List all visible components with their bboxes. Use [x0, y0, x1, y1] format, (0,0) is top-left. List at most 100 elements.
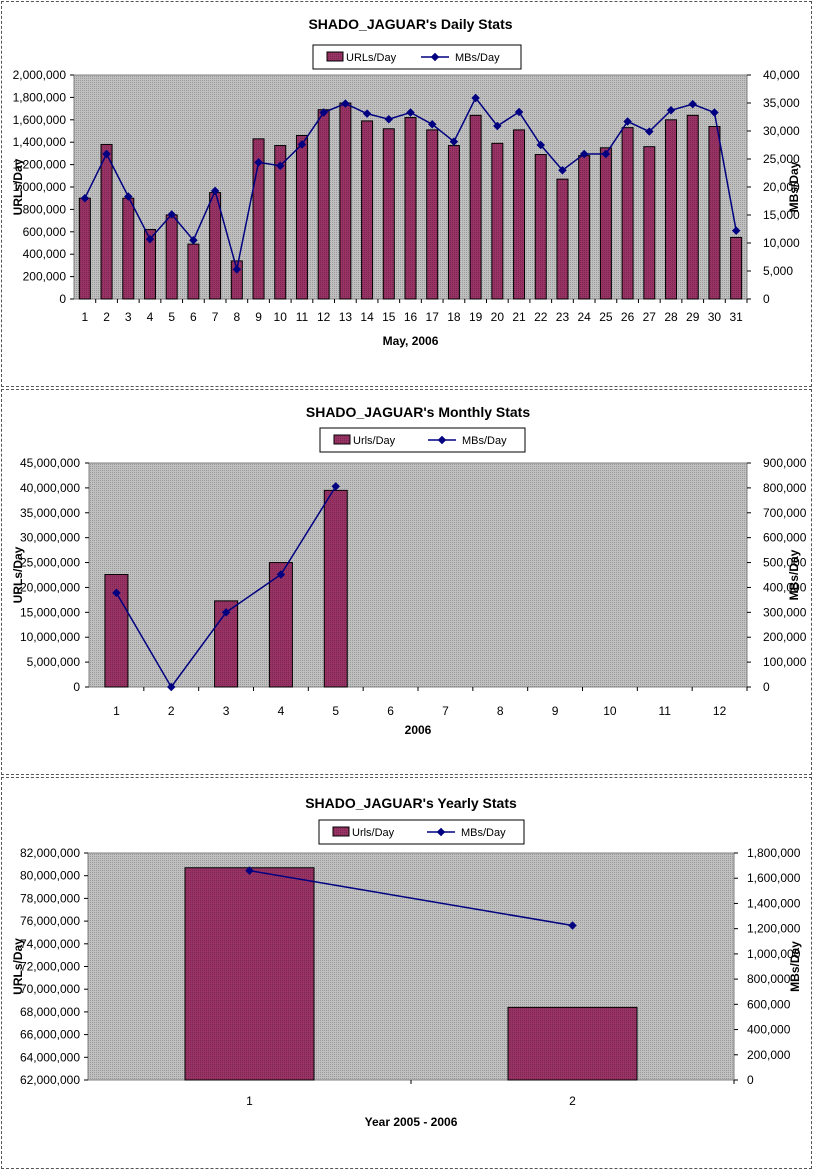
x-tick-label: 9 [552, 704, 559, 718]
y-tick-label: 10,000,000 [20, 630, 80, 644]
line-marker [297, 140, 307, 149]
bar [143, 229, 156, 300]
y2-tick-label: 500,000 [763, 556, 807, 570]
bar [122, 197, 135, 300]
y2-tick-label: 35,000 [763, 96, 800, 110]
bar [556, 178, 569, 300]
x-tick-label: 27 [643, 310, 657, 324]
y2-tick-label: 1,800,000 [747, 846, 801, 860]
daily-stats-chart: SHADO_JAGUAR's Daily Stats 0 200,000 400,00… [11, 16, 801, 348]
legend-label-bars: URLs/Day [346, 52, 397, 64]
y2-tick-label: 400,000 [763, 580, 807, 594]
bar [404, 117, 417, 300]
yearly-stats-panel: SHADO_JAGUAR's Yearly Stats 62,000,000 64,… [1, 777, 812, 1169]
y-tick-label: 1,000,000 [13, 180, 67, 194]
bar [382, 128, 395, 300]
line-marker [449, 137, 459, 146]
bar [317, 109, 330, 300]
y2-tick-label: 100,000 [763, 655, 807, 669]
x-tick-label: 3 [223, 704, 230, 718]
x-tick-label: 7 [442, 704, 449, 718]
x-tick-label: 5 [332, 704, 339, 718]
line-marker [254, 158, 263, 167]
x-tick-label: 29 [686, 310, 700, 324]
x-tick-label: 7 [212, 310, 219, 324]
y-tick-label: 74,000,000 [20, 937, 80, 951]
y2-tick-label: 900,000 [763, 456, 807, 470]
line-marker [384, 114, 394, 124]
y-tick-label: 600,000 [23, 225, 67, 239]
line-marker [362, 109, 372, 118]
line-marker [406, 108, 415, 117]
x-tick-label: 31 [729, 310, 743, 324]
line-marker [568, 921, 577, 930]
x-tick-label: 11 [659, 704, 672, 718]
bar [295, 134, 308, 300]
y-tick-label: 76,000,000 [20, 914, 80, 928]
line-marker [341, 99, 350, 108]
line-marker [112, 588, 121, 598]
y-tick-label: 15,000,000 [20, 605, 80, 619]
y-tick-label: 200,000 [23, 270, 67, 284]
chart-title: SHADO_JAGUAR's Daily Stats [308, 16, 512, 32]
y2-tick-label: 30,000 [763, 124, 800, 138]
y-tick-label: 25,000,000 [20, 556, 80, 570]
x-tick-label: 4 [278, 704, 285, 718]
x-tick-label: 30 [708, 310, 722, 324]
line-marker [493, 121, 502, 131]
bar [214, 600, 239, 688]
x-tick-label: 2 [569, 1094, 576, 1108]
y2-tick-label: 0 [747, 1073, 754, 1087]
legend-swatch-bar [326, 51, 344, 62]
bar [252, 138, 265, 300]
bar [599, 147, 612, 300]
line-marker [145, 234, 155, 244]
legend-label-line: MBs/Day [461, 827, 506, 839]
bar [426, 129, 439, 300]
y-tick-label: 80,000,000 [20, 869, 80, 883]
y2-tick-label: 40,000 [763, 68, 800, 82]
line-marker [245, 866, 254, 875]
line-series [249, 869, 573, 927]
line-marker [80, 193, 90, 203]
bar [621, 127, 634, 300]
x-tick-label: 20 [491, 310, 505, 324]
y2-tick-label: 1,600,000 [747, 871, 801, 885]
legend-swatch-bar [333, 434, 351, 445]
bar [513, 129, 526, 300]
bar [491, 142, 504, 300]
y2-tick-label: 200,000 [763, 630, 807, 644]
line-marker [221, 608, 231, 617]
y2-axis-label: MBs/Day [787, 161, 801, 212]
x-tick-label: 5 [168, 310, 175, 324]
line-marker [167, 210, 176, 219]
y2-tick-label: 200,000 [747, 1048, 791, 1062]
y-tick-label: 64,000,000 [20, 1050, 80, 1064]
y-tick-label: 78,000,000 [20, 891, 80, 905]
y-tick-label: 400,000 [23, 247, 67, 261]
y2-tick-label: 25,000 [763, 152, 800, 166]
y-tick-label: 45,000,000 [20, 456, 80, 470]
y2-tick-label: 0 [763, 292, 770, 306]
bar [708, 126, 721, 300]
y2-tick-label: 1,400,000 [747, 896, 801, 910]
x-tick-label: 3 [125, 310, 132, 324]
y-axis-label: URLs/Day [11, 938, 25, 995]
x-axis-label: Year 2005 - 2006 [365, 1115, 458, 1129]
y-tick-label: 1,800,000 [13, 90, 67, 104]
x-tick-label: 2 [103, 310, 110, 324]
x-tick-label: 13 [339, 310, 353, 324]
x-tick-label: 12 [317, 310, 331, 324]
legend-box [312, 44, 522, 70]
x-tick-label: 23 [556, 310, 570, 324]
x-tick-label: 1 [113, 704, 120, 718]
x-tick-label: 17 [426, 310, 440, 324]
y-tick-label: 62,000,000 [20, 1073, 80, 1087]
bar [339, 102, 352, 300]
bar [230, 260, 243, 300]
bar [578, 155, 591, 300]
y-tick-label: 66,000,000 [20, 1028, 80, 1042]
bar [447, 145, 460, 300]
legend-label-bars: Urls/Day [353, 435, 396, 447]
x-tick-label: 8 [233, 310, 240, 324]
